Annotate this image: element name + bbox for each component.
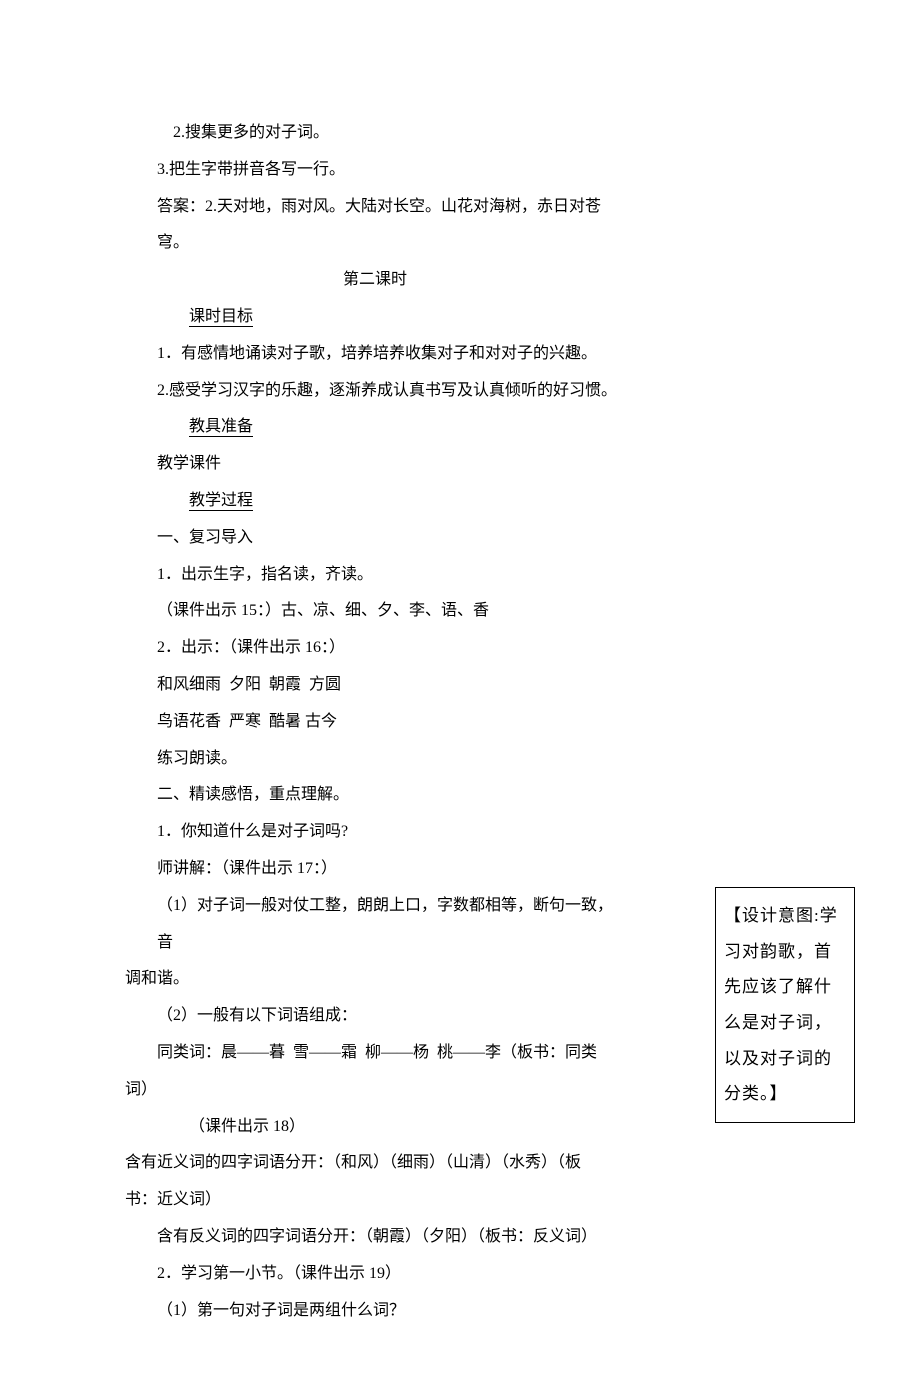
lesson-title: 第二课时 [125,262,625,299]
body-line: 2.感受学习汉字的乐趣，逐渐养成认真书写及认真倾听的好习惯。 [125,373,625,410]
body-line: 鸟语花香 严寒 酷暑 古今 [125,704,625,741]
body-line: （1）第一句对子词是两组什么词？ [125,1293,625,1330]
body-line: 教学课件 [125,446,625,483]
body-line: 1．有感情地诵读对子歌，培养培养收集对子和对对子的兴趣。 [125,336,625,373]
body-line: 2．出示：（课件出示 16：） [125,630,625,667]
body-line: 含有近义词的四字词语分开：（和风）（细雨）（山清）（水秀）（板 [125,1145,625,1182]
body-line: 2．学习第一小节。（课件出示 19） [125,1256,625,1293]
section-heading-wrap: 教学过程 [125,483,625,520]
body-line: （课件出示 18） [125,1109,625,1146]
section-heading: 教学过程 [189,492,253,511]
body-line: 书：近义词） [125,1182,625,1219]
document-body: 2.搜集更多的对子词。 3.把生字带拼音各写一行。 答案：2.天对地，雨对风。大… [125,115,625,1329]
body-line: 练习朗读。 [125,741,625,778]
section-heading-wrap: 课时目标 [125,299,625,336]
body-line: 同类词：晨——暮 雪——霜 柳——杨 桃——李（板书：同类 [125,1035,625,1072]
body-line: 2.搜集更多的对子词。 [125,115,625,152]
section-heading: 教具准备 [189,418,253,437]
body-line: 和风细雨 夕阳 朝霞 方圆 [125,667,625,704]
body-line: 一、复习导入 [125,520,625,557]
section-heading: 课时目标 [189,308,253,327]
body-line: 1．出示生字，指名读，齐读。 [125,557,625,594]
body-line: 调和谐。 [125,961,625,998]
body-line: 1．你知道什么是对子词吗? [125,814,625,851]
design-intent-box: 【设计意图:学习对韵歌，首先应该了解什么是对子词，以及对子词的分类。】 [715,887,855,1123]
body-line: 二、精读感悟，重点理解。 [125,777,625,814]
section-heading-wrap: 教具准备 [125,409,625,446]
body-line: 答案：2.天对地，雨对风。大陆对长空。山花对海树，赤日对苍穹。 [125,189,625,263]
body-line: （1）对子词一般对仗工整，朗朗上口，字数都相等，断句一致，音 [125,888,625,962]
body-line: 3.把生字带拼音各写一行。 [125,152,625,189]
body-line: 词） [125,1072,625,1109]
body-line: 含有反义词的四字词语分开：（朝霞）（夕阳）（板书：反义词） [125,1219,625,1256]
body-line: （2）一般有以下词语组成： [125,998,625,1035]
body-line: （课件出示 15：）古、凉、细、夕、李、语、香 [125,593,625,630]
body-line: 师讲解：（课件出示 17：） [125,851,625,888]
